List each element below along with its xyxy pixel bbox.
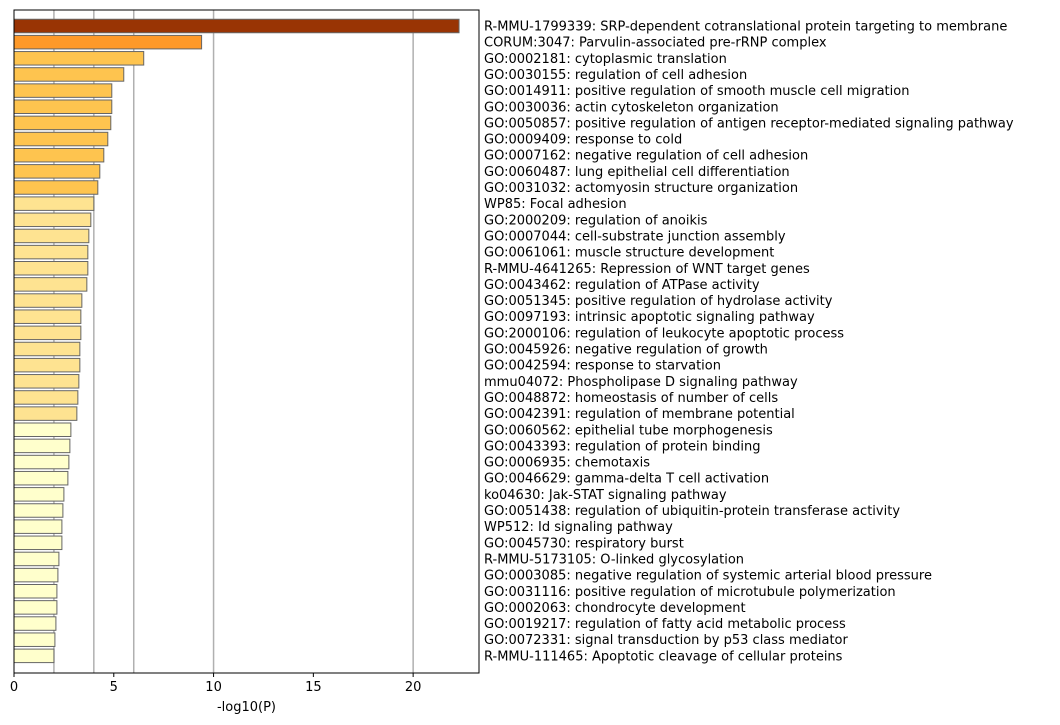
- bar: [13, 551, 60, 567]
- bar: [13, 535, 63, 551]
- bar: [13, 180, 99, 195]
- x-tick-label: 15: [305, 680, 322, 695]
- term-label: GO:0007044: cell-substrate junction asse…: [484, 229, 786, 244]
- term-label: GO:0002181: cytoplasmic translation: [484, 52, 727, 67]
- term-label: GO:2000106: regulation of leukocyte apop…: [484, 326, 844, 341]
- term-label: GO:0030036: actin cytoskeleton organizat…: [484, 100, 779, 115]
- term-label: GO:0060487: lung epithelial cell differe…: [484, 165, 790, 180]
- term-label: GO:0051345: positive regulation of hydro…: [484, 294, 833, 309]
- bar: [13, 503, 64, 518]
- term-label: GO:0031032: actomyosin structure organiz…: [484, 181, 798, 196]
- bar: [13, 51, 145, 66]
- term-label: GO:0002063: chondrocyte development: [484, 601, 746, 616]
- bar: [13, 616, 57, 631]
- bar: [13, 309, 82, 324]
- bar: [13, 374, 80, 389]
- bar: [13, 277, 88, 292]
- term-label: GO:0007162: negative regulation of cell …: [484, 149, 808, 164]
- term-label: GO:0003085: negative regulation of syste…: [484, 569, 932, 584]
- term-label: WP512: Id signaling pathway: [484, 520, 673, 535]
- x-tick-label: 5: [110, 680, 118, 695]
- term-label: WP85: Focal adhesion: [484, 197, 627, 212]
- x-axis-ticks: 0 5 10 15 20: [10, 673, 422, 695]
- term-label: GO:0043393: regulation of protein bindin…: [484, 439, 761, 454]
- term-label: R-MMU-1799339: SRP-dependent cotranslati…: [484, 20, 1007, 35]
- bar: [13, 325, 82, 341]
- term-label: GO:0042391: regulation of membrane poten…: [484, 407, 795, 422]
- plot-frame: [13, 9, 480, 674]
- bar: [13, 293, 83, 308]
- term-label: GO:0046629: gamma-delta T cell activatio…: [484, 472, 769, 487]
- bar: [13, 454, 70, 470]
- bar: [13, 438, 71, 454]
- term-label: GO:0043462: regulation of ATPase activit…: [484, 278, 760, 293]
- bar: [13, 390, 79, 405]
- bars: [13, 18, 460, 664]
- term-label: GO:0097193: intrinsic apoptotic signalin…: [484, 310, 815, 325]
- bar: [13, 67, 125, 82]
- bar: [13, 341, 81, 357]
- x-tick-label: 0: [10, 680, 18, 695]
- term-label: GO:0061061: muscle structure development: [484, 246, 774, 261]
- term-label: GO:0045730: respiratory burst: [484, 536, 684, 551]
- bar: [13, 519, 63, 534]
- term-labels: R-MMU-1799339: SRP-dependent cotranslati…: [484, 20, 1014, 665]
- bar: [13, 228, 90, 244]
- bar: [13, 212, 92, 228]
- bar: [13, 648, 55, 664]
- bar: [13, 99, 113, 114]
- term-label: GO:0051438: regulation of ubiquitin-prot…: [484, 504, 900, 519]
- bar: [13, 567, 59, 583]
- term-label: GO:0006935: chemotaxis: [484, 456, 650, 471]
- term-label: R-MMU-4641265: Repression of WNT target …: [484, 262, 810, 277]
- bar: [13, 487, 65, 502]
- term-label: GO:2000209: regulation of anoikis: [484, 213, 708, 228]
- term-label: mmu04072: Phospholipase D signaling path…: [484, 375, 798, 390]
- term-label: GO:0060562: epithelial tube morphogenesi…: [484, 423, 773, 438]
- bar: [13, 422, 72, 437]
- term-label: GO:0019217: regulation of fatty acid met…: [484, 617, 846, 632]
- bar: [13, 115, 112, 131]
- bar: [13, 83, 113, 98]
- bar: [13, 632, 56, 647]
- bar: [13, 244, 89, 260]
- term-label: R-MMU-111465: Apoptotic cleavage of cell…: [484, 649, 843, 664]
- x-axis-label: -log10(P): [217, 700, 276, 715]
- x-tick-label: 20: [405, 680, 422, 695]
- bar: [13, 147, 105, 163]
- bar: [13, 406, 78, 421]
- term-label: ko04630: Jak-STAT signaling pathway: [484, 488, 727, 503]
- term-label: R-MMU-5173105: O-linked glycosylation: [484, 552, 744, 567]
- term-label: GO:0050857: positive regulation of antig…: [484, 116, 1014, 131]
- bar: [13, 600, 58, 615]
- term-label: GO:0014911: positive regulation of smoot…: [484, 84, 909, 99]
- term-label: GO:0072331: signal transduction by p53 c…: [484, 633, 848, 648]
- bar: [13, 34, 203, 50]
- bar: [13, 357, 81, 373]
- x-tick-label: 10: [205, 680, 222, 695]
- bar: [13, 196, 95, 211]
- term-label: GO:0042594: response to starvation: [484, 359, 721, 374]
- term-label: GO:0048872: homeostasis of number of cel…: [484, 391, 778, 406]
- bar: [13, 18, 460, 34]
- bar: [13, 261, 89, 276]
- term-label: GO:0031116: positive regulation of micro…: [484, 585, 896, 600]
- bar: [13, 164, 101, 179]
- term-label: GO:0009409: response to cold: [484, 133, 682, 148]
- bar: [13, 470, 69, 486]
- bar: [13, 131, 109, 147]
- term-label: GO:0045926: negative regulation of growt…: [484, 343, 768, 358]
- term-label: GO:0030155: regulation of cell adhesion: [484, 68, 747, 83]
- term-label: CORUM:3047: Parvulin-associated pre-rRNP…: [484, 36, 827, 51]
- bar: [13, 584, 58, 599]
